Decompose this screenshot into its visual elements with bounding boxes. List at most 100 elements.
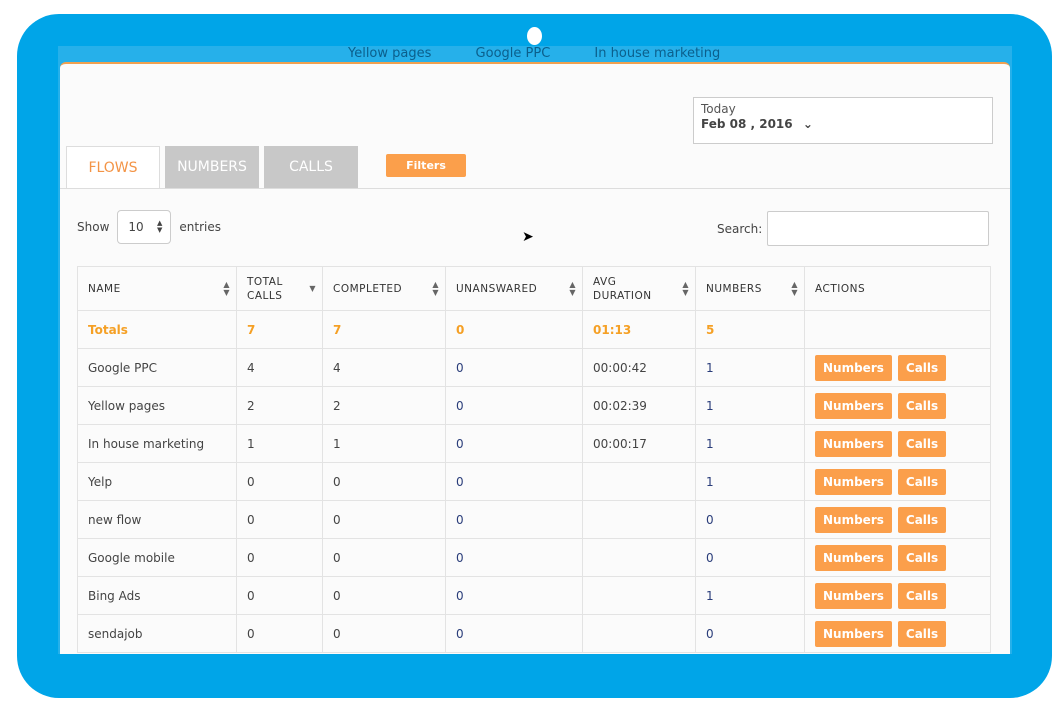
tab-bar: FLOWS NUMBERS CALLS [66,146,358,188]
cell-unanswered: 0 [445,538,583,577]
calls-button[interactable]: Calls [897,620,947,647]
cell-completed: 4 [322,348,446,387]
cell-completed: 0 [322,462,446,501]
cell-unanswered: 0 [445,386,583,425]
col-avg-duration[interactable]: AVG DURATION ▲ ▼ [582,266,696,311]
search-box: Search: [717,211,990,246]
search-input[interactable] [767,211,990,246]
cell-name: In house marketing [77,424,237,463]
calls-button[interactable]: Calls [897,506,947,533]
cell-total: 0 [236,614,323,653]
cell-unanswered: 0 [445,348,583,387]
numbers-button[interactable]: Numbers [815,620,892,647]
sort-icon: ▲ ▼ [223,279,230,297]
numbers-button[interactable]: Numbers [815,430,892,457]
cell-numbers: 1 [695,424,805,463]
show-label: Show [77,220,110,234]
calls-button[interactable]: Calls [897,468,947,495]
cell-numbers: 1 [695,576,805,615]
calls-button[interactable]: Calls [897,582,947,609]
cell-completed: 2 [322,386,446,425]
cell-numbers: 1 [695,462,805,501]
cell-completed: 0 [322,576,446,615]
entries-select[interactable]: 10 ▲ ▼ [117,210,172,244]
tab-numbers[interactable]: NUMBERS [165,146,259,188]
cell-total: 4 [236,348,323,387]
cell-avg [582,462,696,501]
cell-numbers: 0 [695,538,805,577]
col-actions: ACTIONS [804,266,991,311]
cell-avg [582,614,696,653]
date-value: Feb 08 , 2016 [701,117,793,131]
camera-icon [527,27,542,45]
cell-completed: 0 [322,538,446,577]
numbers-button[interactable]: Numbers [815,506,892,533]
cell-avg: 00:00:17 [582,424,696,463]
table-row: Google PPC 4 4 0 00:00:42 1 Numbers Calls [77,348,991,387]
sort-icon: ▲ ▼ [682,279,689,297]
chevron-down-icon: ⌄ [802,117,813,131]
cell-completed: 0 [322,614,446,653]
cell-total: 7 [236,310,323,349]
numbers-button[interactable]: Numbers [815,354,892,381]
table-row: Yelp 0 0 0 1 Numbers Calls [77,462,991,501]
cell-numbers: 5 [695,310,805,349]
col-numbers[interactable]: NUMBERS ▲ ▼ [695,266,805,311]
numbers-button[interactable]: Numbers [815,392,892,419]
background-tabs: Yellow pages Google PPC In house marketi… [348,46,760,61]
bg-tab: Google PPC [475,46,551,61]
col-name[interactable]: NAME ▲ ▼ [77,266,237,311]
cell-numbers: 0 [695,500,805,539]
cell-name: Google mobile [77,538,237,577]
screen: Yellow pages Google PPC In house marketi… [58,46,1012,654]
cell-total: 0 [236,462,323,501]
cell-name: Google PPC [77,348,237,387]
cell-numbers: 1 [695,386,805,425]
sort-icon: ▲ ▼ [432,279,439,297]
cell-name: sendajob [77,614,237,653]
numbers-button[interactable]: Numbers [815,544,892,571]
bg-tab: In house marketing [594,46,721,61]
cell-total: 1 [236,424,323,463]
numbers-button[interactable]: Numbers [815,468,892,495]
table-row: Yellow pages 2 2 0 00:02:39 1 Numbers Calls [77,386,991,425]
cell-total: 0 [236,538,323,577]
main-panel: Today Feb 08 , 2016 ⌄ FLOWS NUMBERS CALL… [60,62,1010,654]
calls-button[interactable]: Calls [897,392,947,419]
col-unanswared[interactable]: UNANSWARED ▲ ▼ [445,266,583,311]
entries-value: 10 [128,220,144,234]
cell-actions: Numbers Calls [804,538,991,577]
filters-button[interactable]: Filters [386,154,466,177]
cell-actions: Numbers Calls [804,614,991,653]
search-label: Search: [717,221,763,236]
calls-button[interactable]: Calls [897,544,947,571]
mouse-cursor-icon: ➤ [522,229,534,245]
calls-button[interactable]: Calls [897,354,947,381]
cell-name: new flow [77,500,237,539]
cell-avg [582,500,696,539]
col-completed[interactable]: COMPLETED ▲ ▼ [322,266,446,311]
cell-name: Totals [77,310,237,349]
cell-avg: 00:00:42 [582,348,696,387]
numbers-button[interactable]: Numbers [815,582,892,609]
calls-button[interactable]: Calls [897,430,947,457]
cell-avg: 00:02:39 [582,386,696,425]
cell-actions [804,310,991,349]
cell-avg [582,576,696,615]
cell-name: Yelp [77,462,237,501]
cell-completed: 7 [322,310,446,349]
tab-flows[interactable]: FLOWS [66,146,160,188]
entries-label: entries [179,220,221,234]
cell-actions: Numbers Calls [804,348,991,387]
flows-table: NAME ▲ ▼ TOTAL CALLS ▼ COMPLETED ▲ ▼ UNANSWAR… [77,266,991,653]
cell-unanswered: 0 [445,462,583,501]
cell-name: Bing Ads [77,576,237,615]
cell-completed: 1 [322,424,446,463]
cell-avg [582,538,696,577]
entries-length: Show 10 ▲ ▼ entries [77,210,221,244]
divider [60,188,1010,189]
date-picker[interactable]: Today Feb 08 , 2016 ⌄ [693,97,993,144]
cell-avg: 01:13 [582,310,696,349]
col-total-calls[interactable]: TOTAL CALLS ▼ [236,266,323,311]
tab-calls[interactable]: CALLS [264,146,358,188]
